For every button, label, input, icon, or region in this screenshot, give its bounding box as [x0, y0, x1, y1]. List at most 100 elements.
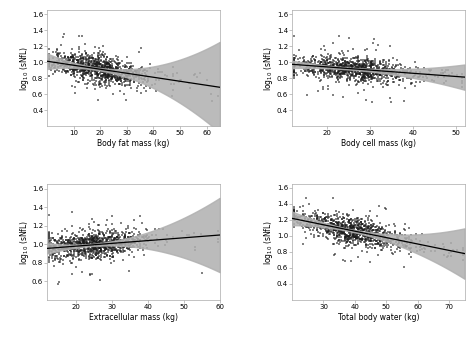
Point	[96, 67, 103, 73]
Point	[109, 247, 117, 252]
Point	[118, 82, 126, 88]
Point	[380, 233, 387, 238]
Point	[330, 232, 338, 238]
Point	[344, 75, 352, 81]
Point	[71, 66, 78, 71]
Point	[101, 63, 109, 69]
Point	[386, 66, 393, 71]
Point	[291, 72, 298, 77]
Point	[78, 252, 85, 258]
Point	[117, 75, 124, 81]
Point	[348, 65, 356, 70]
Point	[96, 78, 103, 84]
Point	[349, 240, 357, 245]
Point	[116, 241, 124, 247]
Point	[46, 231, 53, 236]
Point	[374, 64, 381, 70]
Point	[162, 238, 170, 243]
Point	[108, 75, 115, 80]
Point	[343, 224, 351, 230]
Point	[332, 66, 340, 71]
Point	[118, 75, 126, 80]
Point	[135, 229, 143, 235]
Point	[372, 225, 380, 230]
Point	[319, 231, 327, 237]
Point	[64, 244, 71, 249]
Point	[71, 232, 79, 238]
Point	[60, 239, 68, 244]
Point	[124, 76, 131, 82]
Point	[75, 240, 83, 245]
Point	[355, 226, 362, 232]
Point	[76, 68, 84, 74]
Point	[312, 211, 319, 216]
Point	[349, 55, 356, 61]
Point	[69, 63, 76, 68]
Point	[402, 237, 410, 242]
Point	[127, 63, 135, 68]
Point	[391, 64, 399, 70]
Point	[107, 253, 114, 259]
Point	[331, 71, 339, 76]
Point	[327, 71, 335, 76]
Point	[59, 240, 66, 245]
Point	[374, 74, 382, 79]
Point	[307, 65, 314, 71]
Point	[46, 239, 54, 244]
Point	[45, 57, 53, 63]
Point	[68, 47, 76, 52]
Point	[61, 240, 68, 245]
Point	[96, 245, 104, 250]
Point	[373, 79, 381, 84]
Point	[352, 225, 360, 230]
Point	[92, 251, 100, 256]
Point	[330, 227, 337, 232]
Point	[300, 57, 308, 62]
Point	[123, 238, 130, 243]
Point	[139, 68, 147, 74]
Point	[327, 67, 334, 72]
Point	[63, 253, 71, 258]
Point	[101, 244, 109, 250]
Point	[291, 59, 298, 65]
Point	[56, 56, 64, 61]
Point	[316, 231, 324, 236]
Point	[84, 65, 92, 70]
Point	[328, 226, 335, 232]
Point	[101, 246, 109, 252]
Point	[346, 227, 354, 233]
Point	[353, 230, 360, 235]
Point	[109, 76, 116, 81]
Point	[83, 244, 91, 249]
Point	[358, 229, 365, 235]
Point	[341, 258, 349, 264]
Point	[370, 63, 377, 68]
Point	[108, 70, 115, 76]
Point	[323, 225, 331, 231]
Point	[54, 61, 62, 67]
Point	[330, 218, 338, 223]
Point	[364, 231, 371, 237]
Point	[308, 218, 315, 224]
Point	[122, 70, 130, 76]
Point	[329, 62, 337, 68]
Point	[368, 62, 376, 68]
Point	[368, 245, 375, 251]
Point	[97, 248, 105, 254]
Point	[346, 217, 354, 222]
Point	[60, 262, 67, 267]
Point	[70, 62, 78, 68]
Point	[91, 252, 98, 257]
Point	[379, 68, 387, 74]
Point	[376, 70, 384, 76]
Point	[113, 62, 121, 67]
Point	[434, 74, 442, 79]
Point	[335, 68, 342, 74]
Point	[407, 65, 414, 70]
Point	[291, 69, 298, 74]
Point	[375, 67, 383, 72]
Point	[53, 238, 61, 243]
Point	[58, 56, 65, 61]
Point	[377, 226, 385, 232]
Point	[364, 249, 371, 255]
